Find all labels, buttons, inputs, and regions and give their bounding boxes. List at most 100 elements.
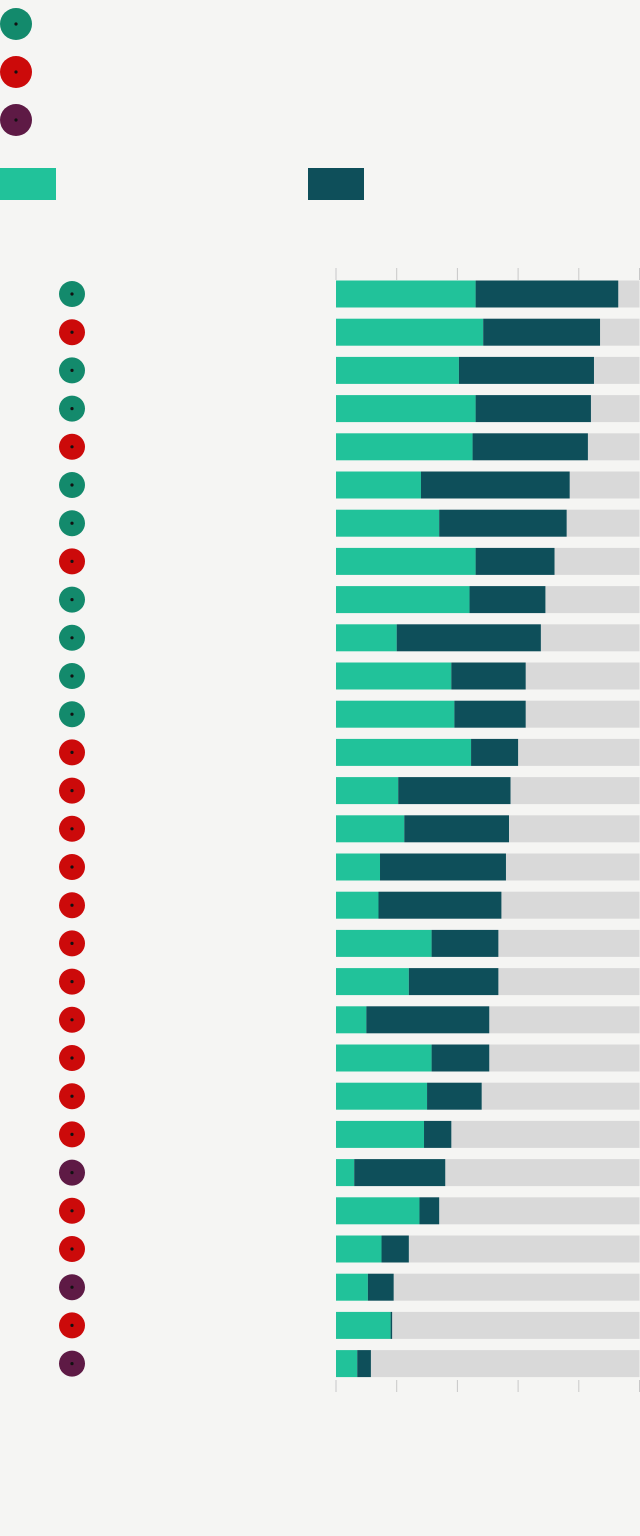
bar-remainder	[508, 815, 640, 843]
party-dot-icon-center	[70, 330, 74, 334]
party-dot-icon	[59, 1045, 85, 1071]
bar-series-1	[336, 624, 397, 652]
chart-row	[59, 1082, 640, 1110]
party-dot-icon	[59, 854, 85, 880]
legend-party-1-dot-icon-center	[14, 22, 18, 26]
bar-series-1	[336, 1350, 358, 1378]
party-dot-icon	[59, 281, 85, 307]
chart-row	[59, 777, 640, 805]
legend-party-2-dot-icon-center	[14, 70, 18, 74]
bar-series-1	[336, 853, 381, 881]
bar-remainder	[525, 662, 640, 690]
party-dot-icon-center	[70, 712, 74, 716]
party-dot-icon-center	[70, 521, 74, 525]
party-dot-icon-center	[70, 598, 74, 602]
bar-series-2	[381, 1235, 409, 1263]
bar-remainder	[370, 1350, 640, 1378]
bar-series-2	[431, 929, 499, 957]
chart-row	[59, 1006, 640, 1034]
chart-row	[59, 1311, 640, 1339]
bar-series-1	[336, 586, 470, 614]
bar-series-1	[336, 662, 452, 690]
chart-row	[59, 395, 640, 423]
chart-row	[59, 1350, 640, 1378]
bar-series-1	[336, 1197, 420, 1225]
party-dot-icon-center	[70, 941, 74, 946]
party-dot-icon	[59, 892, 85, 919]
bar-series-2	[408, 968, 499, 996]
chart-row	[59, 1273, 640, 1301]
bar-series-2	[357, 1350, 371, 1378]
chart-row	[59, 1120, 640, 1148]
bar-series-2	[451, 662, 526, 690]
bar-series-1	[336, 815, 405, 843]
party-dot-icon	[59, 510, 85, 537]
party-dot-icon-center	[70, 865, 74, 869]
party-dot-icon	[59, 1083, 85, 1110]
party-dot-icon	[59, 433, 85, 460]
bar-series-2	[424, 1120, 452, 1148]
chart-row	[59, 586, 640, 614]
party-dot-icon-center	[70, 368, 74, 372]
bar-series-1	[336, 929, 432, 957]
bar-remainder	[445, 1159, 640, 1187]
party-dot-icon-center	[70, 1094, 74, 1098]
bar-series-2	[469, 586, 546, 614]
chart-row	[59, 471, 640, 499]
chart-row	[59, 624, 640, 652]
party-dot-icon-center	[70, 559, 74, 564]
chart-row	[59, 433, 640, 461]
bar-series-1	[336, 280, 476, 308]
legend-series-2-swatch	[308, 168, 364, 200]
bar-series-2	[454, 700, 526, 728]
bar-remainder	[618, 280, 640, 308]
bar-remainder	[498, 929, 640, 957]
bar-series-1	[336, 471, 421, 499]
bar-series-1	[336, 547, 476, 575]
party-dot-icon-center	[70, 903, 74, 907]
party-dot-icon	[59, 319, 85, 346]
party-dot-icon-center	[70, 1362, 74, 1366]
legend-series-1-swatch	[0, 168, 56, 200]
party-dot-icon	[59, 548, 85, 575]
bar-remainder	[489, 1044, 640, 1072]
bar-series-1	[336, 395, 476, 423]
bar-series-1	[336, 777, 399, 805]
chart-row	[59, 662, 640, 690]
bar-remainder	[392, 1311, 640, 1339]
bar-series-1	[336, 891, 379, 919]
bar-series-2	[471, 738, 519, 766]
bar-series-2	[475, 395, 591, 423]
party-dot-icon	[59, 815, 85, 842]
legend-party-2-dot-icon	[0, 56, 32, 88]
bar-series-1	[336, 968, 409, 996]
bar-series-2	[475, 547, 555, 575]
party-dot-icon-center	[70, 1323, 74, 1327]
bar-remainder	[587, 433, 640, 461]
party-dot-icon-center	[70, 980, 74, 984]
party-dot-icon	[59, 1312, 85, 1339]
bar-series-2	[378, 891, 502, 919]
party-dot-icon-center	[70, 1018, 74, 1022]
chart-row	[59, 280, 640, 308]
chart-row	[59, 815, 640, 843]
party-dot-icon	[59, 624, 85, 651]
chart-row	[59, 356, 640, 384]
bar-series-1	[336, 1006, 367, 1034]
bar-remainder	[439, 1197, 640, 1225]
legend	[0, 8, 364, 200]
bar-remainder	[518, 738, 640, 766]
party-dot-icon-center	[70, 1209, 74, 1213]
party-dot-icon-center	[70, 407, 74, 411]
bar-remainder	[393, 1273, 640, 1301]
party-dot-icon	[59, 968, 85, 995]
party-dot-icon-center	[70, 1056, 74, 1060]
party-dot-icon	[59, 1197, 85, 1224]
party-dot-icon-center	[70, 674, 74, 678]
party-dot-icon	[59, 777, 85, 804]
chart-row	[59, 1044, 640, 1072]
bar-remainder	[489, 1006, 640, 1034]
bar-series-1	[336, 433, 473, 461]
party-dot-icon-center	[70, 483, 74, 487]
bar-remainder	[554, 547, 640, 575]
